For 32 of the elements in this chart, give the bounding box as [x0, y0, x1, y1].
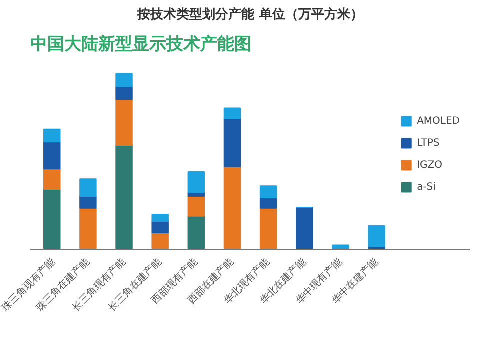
bar — [224, 108, 242, 120]
legend-label: a-Si — [417, 182, 437, 192]
bar — [80, 196, 97, 209]
bar — [224, 118, 242, 168]
bar — [188, 216, 206, 250]
bar — [44, 128, 61, 143]
bar — [188, 171, 206, 194]
bar — [116, 86, 133, 100]
bar — [80, 208, 97, 250]
bar — [260, 208, 278, 250]
bar — [116, 73, 133, 88]
legend-label: AMOLED — [417, 116, 460, 126]
bar — [80, 178, 97, 198]
bar — [44, 189, 61, 250]
bar — [44, 142, 61, 170]
legend-label: IGZO — [417, 160, 442, 170]
bar — [260, 186, 278, 198]
bar — [152, 232, 169, 250]
bar — [116, 145, 133, 250]
bar — [368, 225, 386, 248]
bar — [188, 196, 206, 217]
chart-title: 中国大陆新型显示技术产能图 — [30, 34, 252, 54]
legend-label: LTPS — [417, 138, 440, 148]
chart-subtitle: 按技术类型划分产能 单位（万平方米） — [136, 6, 364, 22]
bar — [116, 99, 133, 146]
bar — [152, 221, 169, 234]
bar — [260, 197, 278, 209]
bar — [224, 166, 242, 250]
bar — [296, 206, 314, 250]
bar — [152, 214, 169, 222]
bar — [332, 244, 350, 250]
bar — [44, 168, 61, 190]
